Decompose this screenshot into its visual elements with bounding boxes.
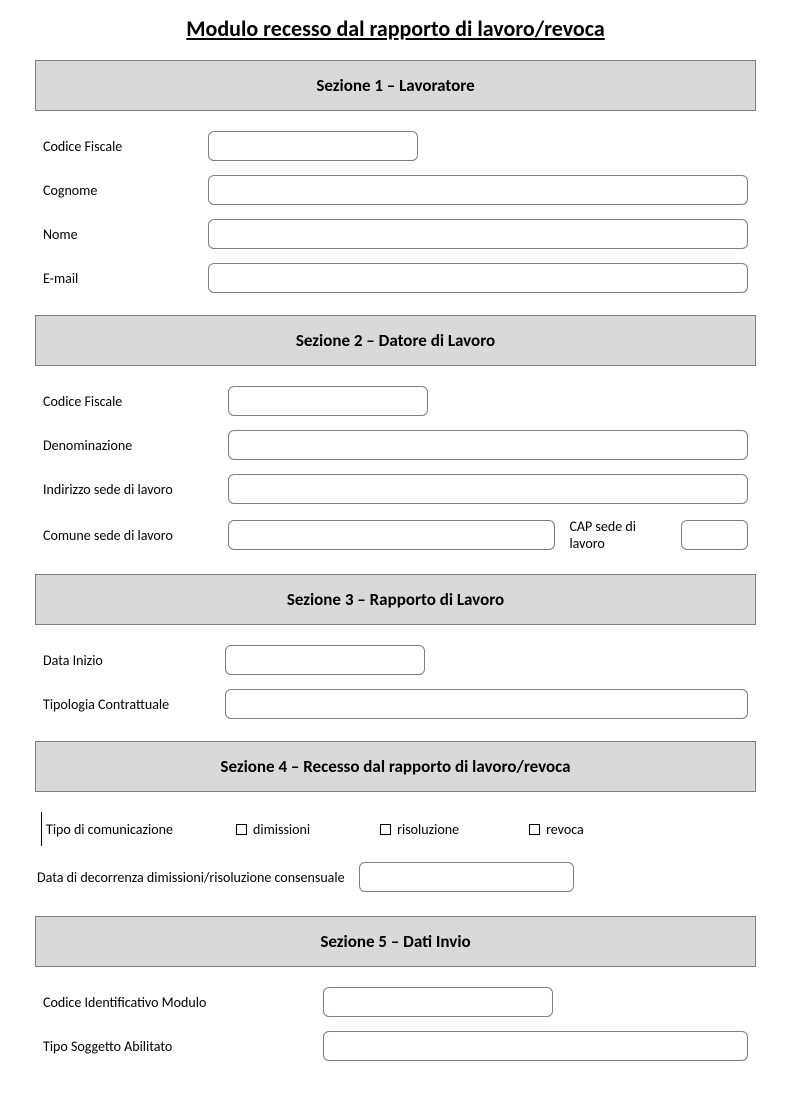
label-revoca: revoca	[546, 821, 584, 838]
option-dimissioni[interactable]: dimissioni	[236, 821, 310, 838]
label-tipo-comunicazione: Tipo di comunicazione	[41, 812, 236, 846]
input-data-decorrenza[interactable]	[359, 862, 574, 892]
label-dimissioni: dimissioni	[253, 821, 310, 838]
row-data-decorrenza: Data di decorrenza dimissioni/risoluzion…	[35, 862, 756, 892]
input-denominazione[interactable]	[228, 430, 748, 460]
row-comune-sede: Comune sede di lavoro CAP sede di lavoro	[35, 518, 756, 552]
input-cognome[interactable]	[208, 175, 748, 205]
section2-body: Codice Fiscale Denominazione Indirizzo s…	[35, 386, 756, 552]
checkbox-revoca-icon	[529, 824, 540, 835]
row-nome: Nome	[35, 219, 756, 249]
label-codice-fiscale-datore: Codice Fiscale	[43, 393, 228, 410]
label-data-inizio: Data Inizio	[43, 652, 225, 669]
input-email[interactable]	[208, 263, 748, 293]
section1-body: Codice Fiscale Cognome Nome E-mail	[35, 131, 756, 293]
section5-header: Sezione 5 – Dati Invio	[35, 916, 756, 967]
row-tipo-comunicazione: Tipo di comunicazione dimissioni risoluz…	[35, 812, 756, 846]
row-cognome: Cognome	[35, 175, 756, 205]
section2-header: Sezione 2 – Datore di Lavoro	[35, 315, 756, 366]
row-codice-modulo: Codice Identificativo Modulo	[35, 987, 756, 1017]
section4-header: Sezione 4 – Recesso dal rapporto di lavo…	[35, 741, 756, 792]
input-cap-sede[interactable]	[681, 520, 748, 550]
input-tipo-soggetto[interactable]	[323, 1031, 748, 1061]
row-codice-fiscale-datore: Codice Fiscale	[35, 386, 756, 416]
section5-body: Codice Identificativo Modulo Tipo Sogget…	[35, 987, 756, 1061]
checkbox-risoluzione-icon	[380, 824, 391, 835]
row-codice-fiscale-lavoratore: Codice Fiscale	[35, 131, 756, 161]
input-indirizzo-sede[interactable]	[228, 474, 748, 504]
row-tipologia: Tipologia Contrattuale	[35, 689, 756, 719]
section3-header: Sezione 3 – Rapporto di Lavoro	[35, 574, 756, 625]
input-codice-fiscale-datore[interactable]	[228, 386, 428, 416]
label-cap-sede: CAP sede di lavoro	[569, 518, 670, 552]
input-data-inizio[interactable]	[225, 645, 425, 675]
checkbox-dimissioni-icon	[236, 824, 247, 835]
section3-body: Data Inizio Tipologia Contrattuale	[35, 645, 756, 719]
row-data-inizio: Data Inizio	[35, 645, 756, 675]
input-codice-fiscale-lavoratore[interactable]	[208, 131, 418, 161]
label-tipo-soggetto: Tipo Soggetto Abilitato	[43, 1038, 323, 1055]
option-revoca[interactable]: revoca	[529, 821, 584, 838]
page-title: Modulo recesso dal rapporto di lavoro/re…	[35, 15, 756, 42]
label-indirizzo-sede: Indirizzo sede di lavoro	[43, 481, 228, 498]
label-risoluzione: risoluzione	[397, 821, 459, 838]
section1-header: Sezione 1 – Lavoratore	[35, 60, 756, 111]
label-email: E-mail	[43, 270, 208, 287]
label-denominazione: Denominazione	[43, 437, 228, 454]
input-tipologia[interactable]	[225, 689, 748, 719]
label-nome: Nome	[43, 226, 208, 243]
input-nome[interactable]	[208, 219, 748, 249]
label-data-decorrenza: Data di decorrenza dimissioni/risoluzion…	[37, 869, 345, 886]
label-codice-fiscale: Codice Fiscale	[43, 138, 208, 155]
input-comune-sede[interactable]	[228, 520, 555, 550]
label-codice-modulo: Codice Identificativo Modulo	[43, 994, 323, 1011]
option-risoluzione[interactable]: risoluzione	[380, 821, 459, 838]
row-denominazione: Denominazione	[35, 430, 756, 460]
label-cognome: Cognome	[43, 182, 208, 199]
label-tipologia: Tipologia Contrattuale	[43, 696, 225, 713]
row-indirizzo-sede: Indirizzo sede di lavoro	[35, 474, 756, 504]
row-tipo-soggetto: Tipo Soggetto Abilitato	[35, 1031, 756, 1061]
row-email: E-mail	[35, 263, 756, 293]
input-codice-modulo[interactable]	[323, 987, 553, 1017]
label-comune-sede: Comune sede di lavoro	[43, 527, 228, 544]
